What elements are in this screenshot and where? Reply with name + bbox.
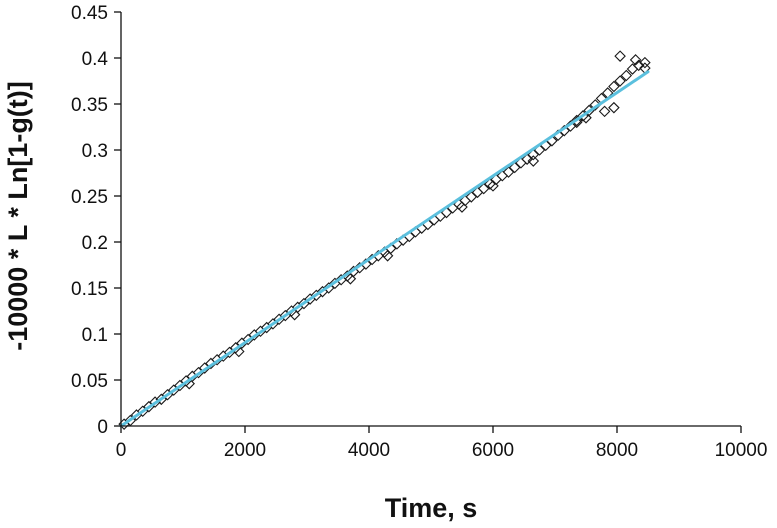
y-tick-label: 0.15 (71, 279, 108, 300)
fit-line-segment (119, 70, 650, 428)
y-tick-label: 0.35 (71, 95, 108, 116)
y-tick-label: 0 (97, 417, 108, 438)
y-tick-label: 0.4 (82, 49, 109, 70)
y-tick-label: 0.05 (71, 371, 108, 392)
data-point (608, 80, 620, 93)
y-tick-label: 0.45 (71, 3, 108, 24)
x-tick-label: 2000 (224, 440, 266, 461)
data-point (614, 50, 626, 62)
data-point (502, 166, 515, 178)
data-point (487, 180, 499, 192)
data-point (508, 161, 521, 174)
x-axis-title: Time, s (385, 493, 478, 523)
x-tick-labels: 0 2000 4000 6000 8000 10000 (116, 440, 768, 461)
data-point (527, 155, 540, 167)
x-tick-label: 4000 (348, 440, 390, 461)
data-point (484, 178, 496, 190)
x-tick-label: 8000 (596, 440, 638, 461)
x-tick-label: 6000 (472, 440, 514, 461)
data-point (344, 273, 357, 285)
data-point (629, 54, 642, 66)
x-tick-label: 0 (116, 440, 127, 461)
data-point (598, 105, 611, 118)
y-tick-label: 0.25 (71, 187, 108, 208)
y-tick-labels: 0 0.05 0.1 0.15 0.2 0.25 0.3 0.35 0.4 0.45 (71, 3, 108, 438)
data-point (322, 282, 335, 294)
y-tick-label: 0.2 (82, 233, 108, 254)
y-tick-label: 0.1 (82, 325, 108, 346)
y-tick-label: 0.3 (82, 141, 108, 162)
data-point (614, 75, 626, 87)
data-point (639, 56, 651, 69)
axes (114, 11, 742, 433)
y-axis-title: -10000 * L * Ln[1-g(t)] (3, 81, 33, 351)
data-point (632, 59, 645, 72)
x-tick-label: 10000 (715, 440, 768, 461)
data-point (477, 182, 490, 195)
data-point (620, 69, 633, 82)
fit-line (119, 70, 650, 428)
data-point (465, 191, 478, 203)
data-point (381, 250, 394, 262)
data-point (456, 201, 468, 213)
data-point (608, 101, 620, 114)
data-point (521, 153, 533, 165)
